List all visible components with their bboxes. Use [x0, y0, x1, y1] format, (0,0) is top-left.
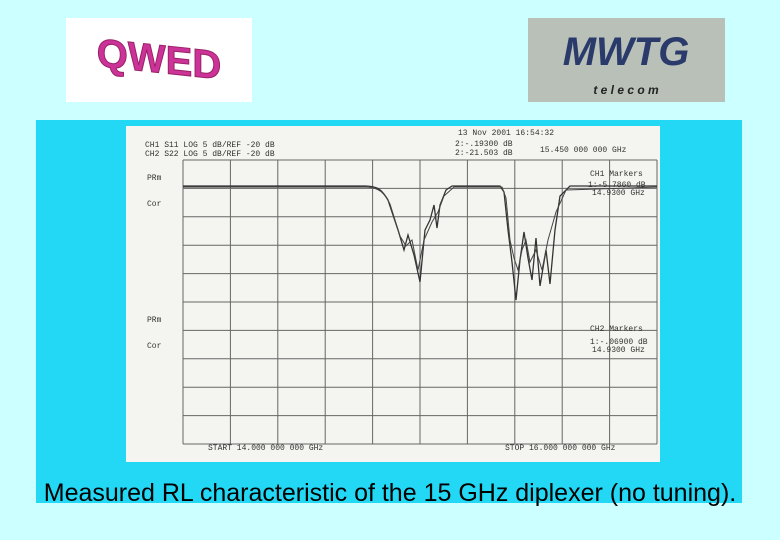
- markers-line: 14.9300 GHz: [592, 346, 645, 355]
- readout: 2:-21.503 dB: [455, 149, 513, 158]
- mwtg-logo: MWTG: [563, 30, 690, 74]
- grid: [182, 159, 658, 445]
- timestamp: 13 Nov 2001 16:54:32: [458, 129, 554, 138]
- trace-ch2: [183, 186, 658, 272]
- readout: 2:-.19300 dB: [455, 140, 513, 149]
- header-1: CH1 S11 LOG 5 dB/REF -20 dB: [145, 141, 275, 150]
- caption: Measured RL characteristic of the 15 GHz…: [43, 479, 737, 507]
- stop-freq: STOP 16.000 000 000 GHz: [505, 444, 616, 453]
- markers-title: CH1 Markers: [590, 170, 643, 179]
- markers-line: 1:-5.7860 dB: [588, 181, 646, 190]
- plot-image: [126, 126, 660, 462]
- side-label: PRm: [147, 174, 162, 183]
- markers-line: 1:-.06900 dB: [590, 338, 648, 347]
- markers-title: CH2 Markers: [590, 325, 643, 334]
- start-freq: START 14.000 000 000 GHz: [208, 444, 323, 453]
- mwtg-sub: t e l e c o m: [593, 83, 659, 97]
- header-2: CH2 S22 LOG 5 dB/REF -20 dB: [145, 150, 275, 159]
- markers-line: 14.9300 GHz: [592, 189, 645, 198]
- side-label: PRm: [147, 316, 162, 325]
- qwed-logo-box: [66, 18, 252, 102]
- mwtg-logo-box: [528, 18, 725, 102]
- side-label: Cor: [147, 200, 162, 209]
- side-label: Cor: [147, 342, 162, 351]
- readout: 15.450 000 000 GHz: [540, 146, 627, 155]
